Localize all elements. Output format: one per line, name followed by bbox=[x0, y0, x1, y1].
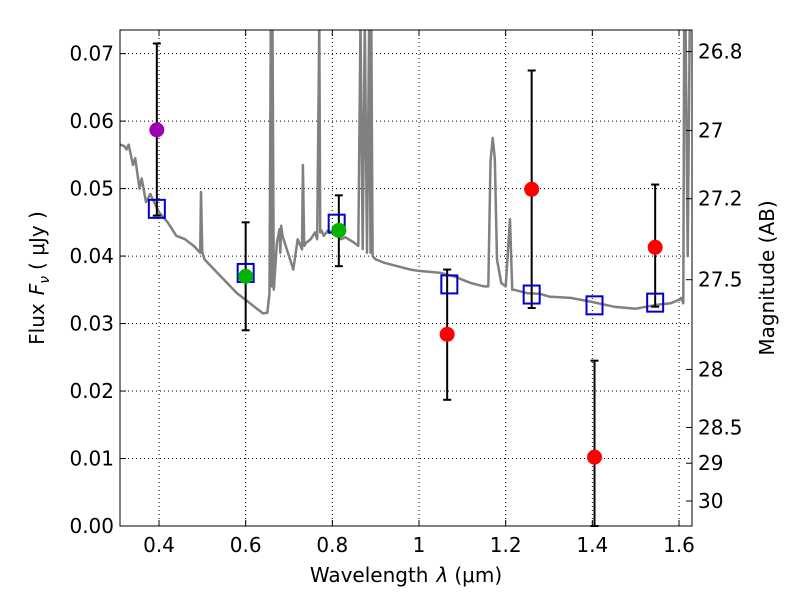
right-tick-label: 30 bbox=[698, 489, 723, 513]
model-photometry-square bbox=[522, 284, 541, 305]
right-tick-label: 29 bbox=[698, 451, 723, 475]
observation-point bbox=[331, 222, 347, 238]
right-axis: 26.8 27 27.2 27.5 28 28.5 29 30 bbox=[686, 40, 743, 513]
y-axis-label: FluxFν( μJy ) bbox=[25, 211, 53, 345]
observation-point bbox=[149, 122, 165, 138]
y-tick-label: 0.03 bbox=[69, 312, 114, 336]
model-photometry-square bbox=[147, 198, 166, 219]
y-tick-label: 0.05 bbox=[69, 177, 114, 201]
x-tick-label: 0.6 bbox=[230, 533, 262, 557]
model-photometry-square bbox=[585, 295, 604, 316]
observation-point bbox=[524, 181, 540, 197]
x-axis: 0.4 0.6 0.8 1 1.2 1.4 1.6 bbox=[143, 30, 695, 557]
y-tick-label: 0.06 bbox=[69, 109, 114, 133]
observation-markers bbox=[149, 122, 663, 465]
y-tick-label: 0.04 bbox=[69, 244, 114, 268]
observation-point bbox=[439, 326, 455, 342]
x-axis-label: Wavelength λ (μm) bbox=[310, 563, 502, 587]
x-tick-label: 1.4 bbox=[576, 533, 608, 557]
x-tick-label: 0.4 bbox=[143, 533, 175, 557]
right-tick-label: 28.5 bbox=[698, 415, 743, 439]
right-tick-label: 27.2 bbox=[698, 187, 743, 211]
plot-frame bbox=[119, 29, 693, 527]
y-tick-label: 0.01 bbox=[69, 447, 114, 471]
right-tick-label: 28 bbox=[698, 357, 723, 381]
y-tick-label: 0.00 bbox=[69, 514, 114, 538]
y-tick-label: 0.02 bbox=[69, 379, 114, 403]
model-photometry-square bbox=[440, 274, 459, 295]
y-axis: 0.00 0.01 0.02 0.03 0.04 0.05 0.06 0.07 bbox=[69, 42, 126, 538]
x-tick-label: 1.6 bbox=[663, 533, 695, 557]
right-tick-label: 27.5 bbox=[698, 268, 743, 292]
x-tick-label: 0.8 bbox=[316, 533, 348, 557]
x-tick-label: 1.2 bbox=[490, 533, 522, 557]
model-photometry-square bbox=[646, 292, 665, 313]
observation-point bbox=[647, 239, 663, 255]
observation-point bbox=[238, 268, 254, 284]
observation-point bbox=[587, 449, 602, 465]
right-axis-label: Magnitude (AB) bbox=[755, 200, 779, 355]
right-tick-label: 27 bbox=[698, 119, 723, 143]
plot-area bbox=[120, 30, 692, 526]
x-tick-label: 1 bbox=[413, 533, 426, 557]
y-tick-label: 0.07 bbox=[69, 42, 114, 66]
right-tick-label: 26.8 bbox=[698, 40, 743, 64]
